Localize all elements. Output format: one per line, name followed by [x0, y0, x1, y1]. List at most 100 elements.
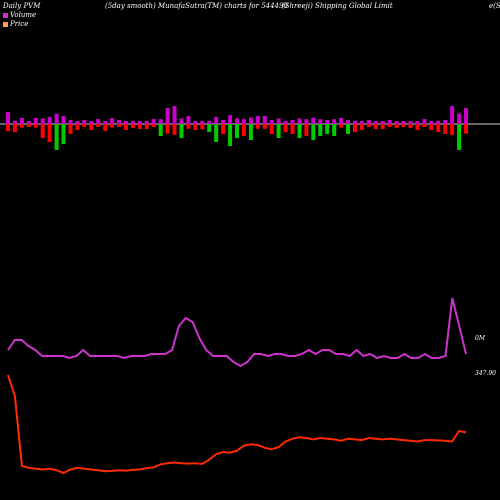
volume-bar-up — [26, 121, 31, 124]
volume-bar-up — [6, 112, 10, 124]
volume-bar-up — [235, 118, 239, 124]
volume-bar-down — [464, 124, 468, 134]
volume-bar-up — [47, 116, 52, 124]
volume-bar-up — [214, 116, 219, 124]
volume-bar-down — [380, 124, 385, 129]
volume-bar-up — [297, 118, 302, 124]
volume-bar-up — [422, 119, 427, 124]
volume-bar-down — [339, 124, 344, 128]
volume-bar-down — [151, 124, 156, 127]
volume-bar-up — [436, 120, 441, 124]
volume-bar-up — [207, 120, 212, 124]
volume-bar-down — [186, 124, 191, 129]
volume-bar-down — [269, 124, 274, 134]
volume-bar-down — [415, 124, 420, 130]
volume-bar-down — [207, 124, 212, 132]
volume-bar-up — [332, 119, 337, 124]
volume-bar-down — [6, 124, 10, 132]
volume-bar-down — [54, 124, 59, 150]
volume-bar-up — [464, 108, 468, 124]
volume-bar-down — [366, 124, 371, 127]
volume-bar-down — [359, 124, 364, 130]
volume-bar-down — [193, 124, 198, 130]
volume-bar-down — [165, 124, 170, 134]
volume-bar-down — [158, 124, 163, 136]
volume-bar-up — [75, 121, 80, 124]
volume-bar-down — [353, 124, 357, 132]
volume-bar-down — [47, 124, 52, 142]
volume-bar-down — [401, 124, 406, 127]
volume-bar-up — [228, 115, 233, 124]
volume-bar-up — [311, 117, 316, 124]
volume-bar-up — [186, 116, 191, 124]
volume-bar-down — [241, 124, 246, 136]
volume-bar-up — [262, 116, 267, 124]
volume-bar-down — [235, 124, 239, 138]
volume-bar-down — [89, 124, 94, 130]
volume-bar-down — [137, 124, 142, 129]
volume-bar-up — [366, 120, 371, 124]
volume-bar-down — [117, 124, 121, 127]
volume-bar-down — [394, 124, 399, 128]
volume-bar-up — [415, 121, 420, 124]
volume-bar-up — [359, 121, 364, 124]
volume-bar-up — [318, 119, 323, 124]
volume-bar-up — [54, 113, 59, 124]
volume-bar-up — [96, 119, 101, 124]
volume-bar-down — [297, 124, 302, 138]
volume-bar-down — [311, 124, 316, 140]
volume-bar-down — [19, 124, 24, 128]
volume-bar-down — [422, 124, 427, 127]
volume-bar-up — [408, 121, 413, 124]
volume-bar-up — [40, 118, 45, 124]
volume-bar-up — [117, 120, 121, 124]
volume-bar-down — [40, 124, 45, 138]
volume-bar-down — [387, 124, 392, 127]
volume-bar-down — [110, 124, 115, 128]
volume-bar-down — [304, 124, 309, 136]
volume-bar-up — [82, 120, 87, 124]
volume-bar-up — [165, 108, 170, 124]
legend-price-label: Price — [10, 20, 29, 28]
volume-bar-down — [221, 124, 226, 134]
volume-bar-up — [450, 106, 455, 124]
volume-bar-up — [151, 119, 156, 124]
volume-bar-up — [12, 120, 17, 124]
volume-bar-down — [332, 124, 337, 136]
volume-bar-up — [290, 120, 295, 124]
volume-bar-up — [248, 117, 253, 124]
volume-bar-up — [33, 118, 38, 124]
volume-bar-down — [346, 124, 350, 134]
volume-line — [7, 297, 467, 368]
volume-bar-down — [443, 124, 448, 134]
volume-bar-up — [103, 121, 108, 124]
volume-bar-up — [130, 121, 135, 124]
volume-bar-down — [450, 124, 455, 135]
volume-bar-down — [214, 124, 219, 142]
volume-bar-up — [241, 119, 246, 124]
volume-bar-up — [158, 119, 163, 124]
volume-bar-up — [269, 120, 274, 124]
volume-bar-down — [248, 124, 253, 140]
volume-bar-up — [353, 120, 357, 124]
volume-bar-up — [325, 120, 330, 124]
volume-bar-up — [380, 121, 385, 124]
legend-price-swatch — [3, 21, 8, 27]
volume-bar-down — [228, 124, 233, 146]
chart-title-middle: (5day smooth) MunafaSutra(TM) charts for… — [105, 2, 288, 10]
volume-bar-down — [103, 124, 108, 131]
volume-bar-up — [276, 118, 281, 124]
volume-bar-up — [394, 121, 399, 124]
volume-bar-up — [457, 113, 462, 124]
volume-bar-down — [12, 124, 17, 132]
price-line — [7, 374, 467, 475]
volume-bar-down — [96, 124, 101, 127]
volume-bar-down — [200, 124, 205, 129]
volume-bar-up — [255, 116, 260, 124]
volume-bar-down — [172, 124, 177, 135]
volume-bar-down — [68, 124, 73, 134]
volume-bar-down — [26, 124, 31, 127]
volume-bar-up — [137, 121, 142, 124]
volume-bar-up — [221, 120, 226, 124]
